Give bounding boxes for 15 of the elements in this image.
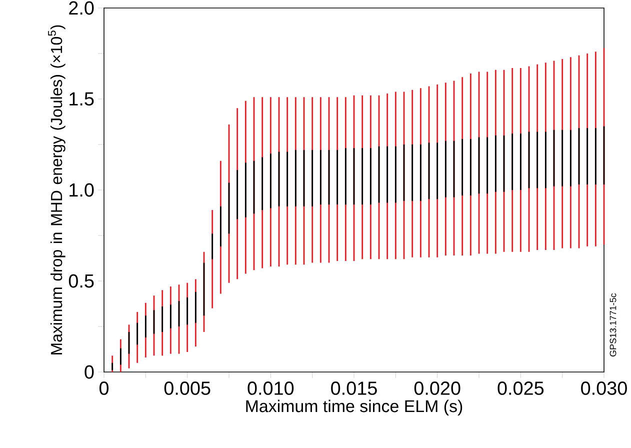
x-tick-label: 0.015 xyxy=(331,382,377,395)
x-axis-title: Maximum time since ELM (s) xyxy=(246,400,462,416)
x-tick-label: 0.010 xyxy=(248,382,294,395)
x-tick-label: 0.005 xyxy=(164,382,210,395)
text: GPS13.1771-5c xyxy=(610,293,616,356)
y-tick-label: 1.5 xyxy=(70,92,94,106)
x-tick-label: 0.030 xyxy=(581,382,627,395)
x-tick-label: 0.020 xyxy=(414,382,460,395)
y-tick-label: 0 xyxy=(84,365,94,379)
y-axis-title: Maximum drop in MHD energy (Joules) (×10$^{5}$) xyxy=(48,25,66,354)
x-tick-label: 0.025 xyxy=(498,382,544,395)
y-tick-label: 1.0 xyxy=(70,183,94,197)
y-tick-label: 2.0 xyxy=(69,1,94,15)
x-tick-label: 0 xyxy=(99,382,109,395)
y-tick-label: 0.5 xyxy=(68,274,94,288)
